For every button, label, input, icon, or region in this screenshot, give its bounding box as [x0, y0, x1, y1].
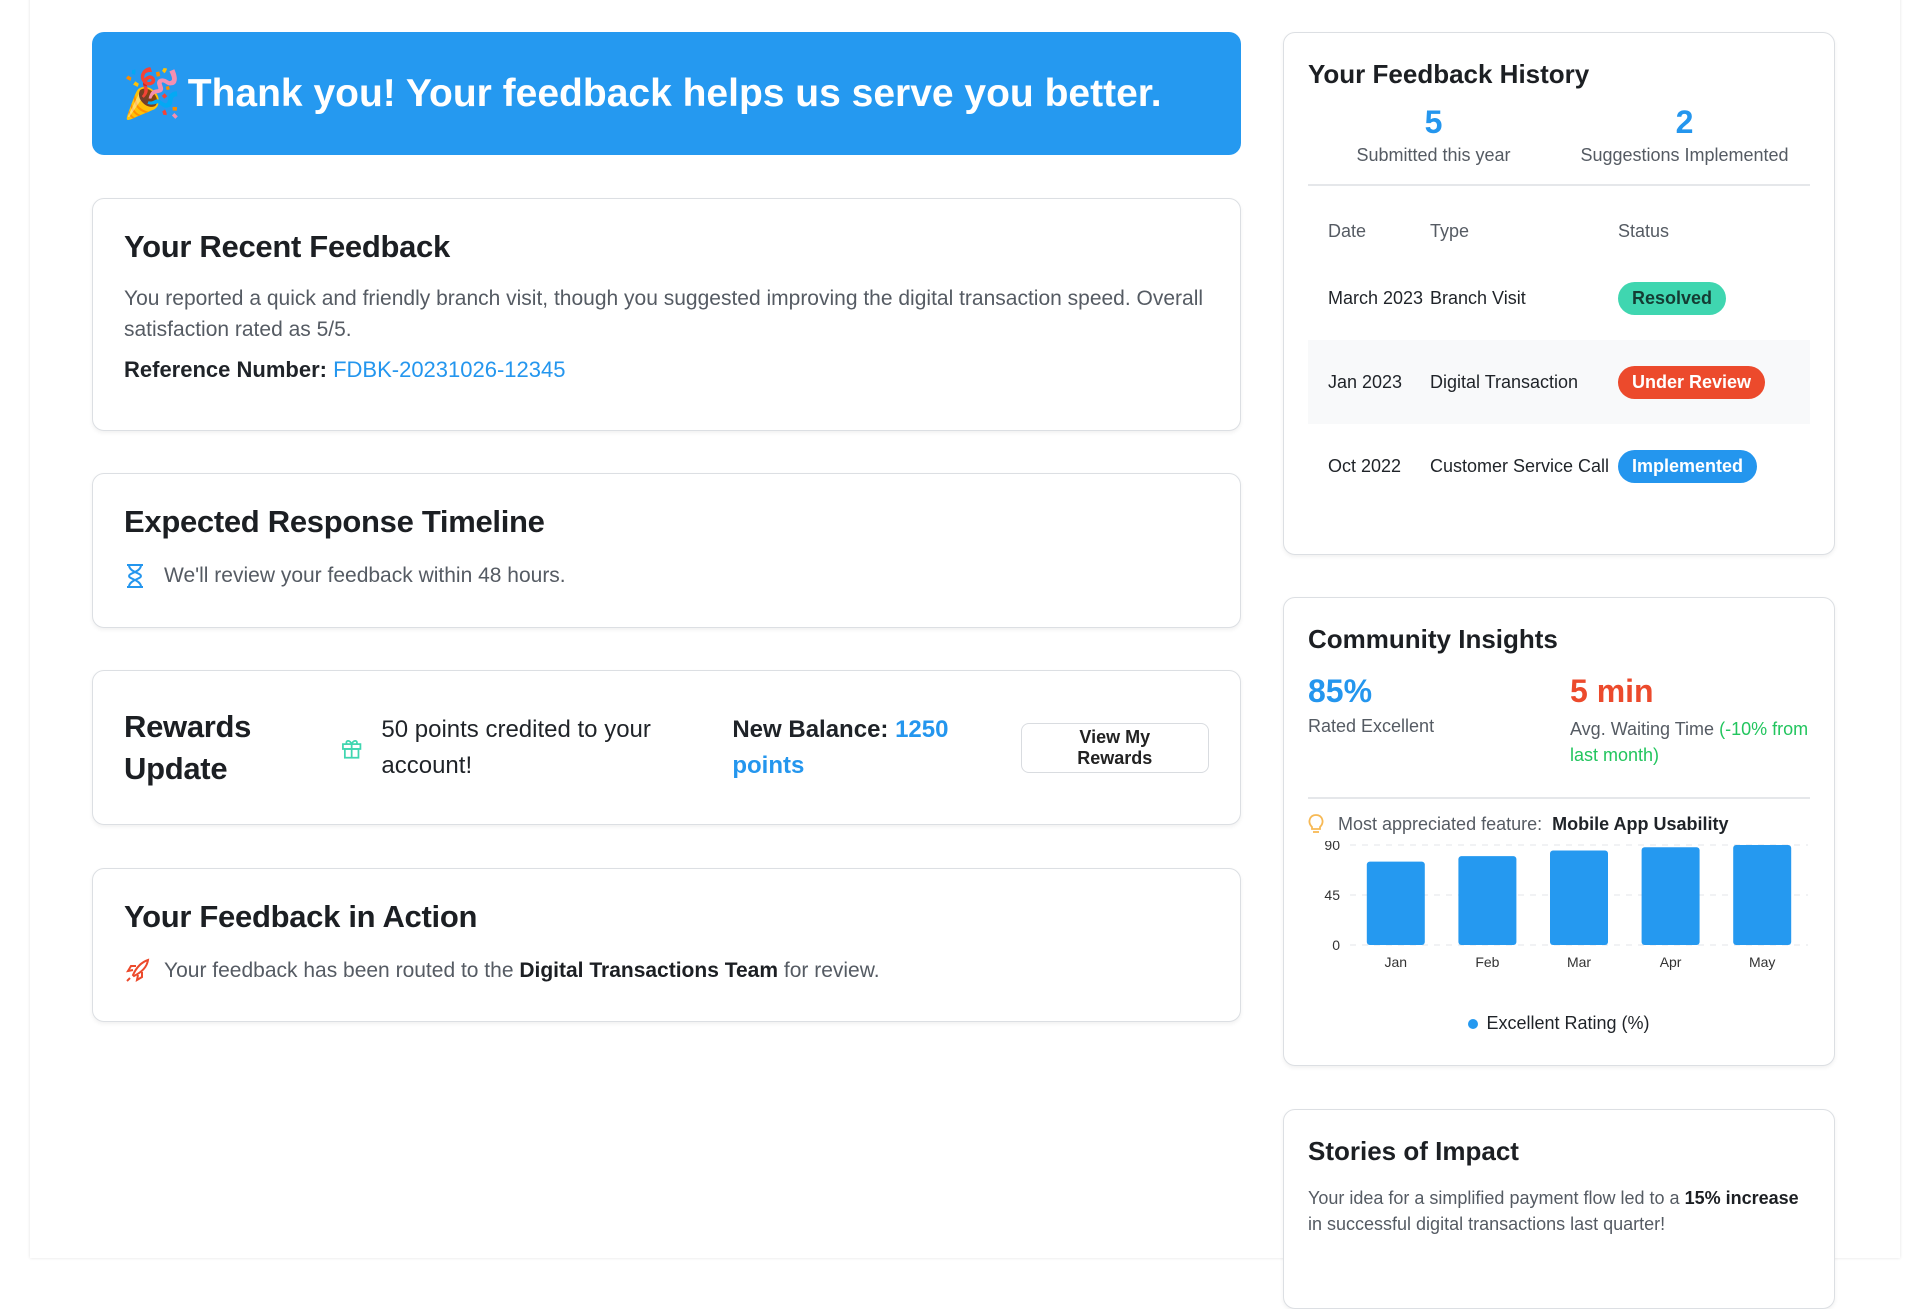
column-status: Status	[1618, 220, 1670, 241]
x-tick-label: May	[1749, 954, 1775, 970]
lightbulb-icon	[1308, 814, 1324, 833]
community-insights-card: Community Insights 85% Rated Excellent 5…	[1283, 597, 1835, 1066]
bar-jan	[1366, 861, 1425, 945]
x-tick-label: Apr	[1660, 954, 1682, 970]
y-tick-label: 90	[1324, 841, 1340, 853]
table-row: Jan 2023 Digital Transaction Under Revie…	[1308, 340, 1810, 424]
stat-waiting-time: 5 min Avg. Waiting Time (-10% from last …	[1570, 673, 1809, 765]
feature-value: Mobile App Usability	[1552, 813, 1729, 834]
team-name: Digital Transactions Team	[519, 959, 779, 982]
column-date: Date	[1328, 220, 1367, 241]
thank-you-banner: 🎉 Thank you! Your feedback helps us serv…	[92, 32, 1241, 155]
stat-rated-excellent: 85% Rated Excellent	[1308, 673, 1435, 736]
stat-submitted: 5 Submitted this year	[1356, 104, 1511, 165]
legend-label: Excellent Rating (%)	[1486, 1013, 1650, 1033]
status-badge: Resolved	[1618, 281, 1727, 315]
rocket-icon	[125, 958, 150, 982]
feedback-action-card: Your Feedback in Action Your feedback ha…	[92, 868, 1241, 1022]
status-badge: Implemented	[1618, 449, 1758, 483]
recent-feedback-card: Your Recent Feedback You reported a quic…	[92, 198, 1241, 431]
banner-text: Thank you! Your feedback helps us serve …	[187, 71, 1162, 115]
x-tick-label: Jan	[1385, 954, 1408, 970]
response-timeline-card: Expected Response Timeline We'll review …	[92, 473, 1241, 628]
recent-feedback-body: You reported a quick and friendly branch…	[124, 287, 1204, 341]
balance-label: New Balance:	[732, 715, 889, 743]
view-rewards-button[interactable]: View My Rewards	[1020, 722, 1209, 773]
reference-label: Reference Number:	[124, 357, 327, 382]
rewards-card: Rewards Update 50 points credited to you…	[92, 670, 1241, 825]
stories-title: Stories of Impact	[1308, 1136, 1519, 1166]
community-title: Community Insights	[1308, 624, 1558, 654]
story-text-post: in successful digital transactions last …	[1308, 1214, 1666, 1234]
column-type: Type	[1430, 220, 1470, 241]
recent-feedback-title: Your Recent Feedback	[124, 229, 450, 264]
table-row: Oct 2022 Customer Service Call Implement…	[1308, 424, 1810, 508]
table-row: March 2023 Branch Visit Resolved	[1308, 256, 1810, 340]
timeline-title: Expected Response Timeline	[124, 504, 545, 539]
bar-apr	[1641, 847, 1700, 945]
status-badge: Under Review	[1618, 365, 1766, 399]
feedback-history-card: Your Feedback History 5 Submitted this y…	[1283, 32, 1835, 555]
reference-number-link[interactable]: FDBK-20231026-12345	[333, 357, 566, 382]
history-table: Date Type Status March 2023 Branch Visit…	[1308, 206, 1810, 508]
legend-swatch	[1468, 1018, 1479, 1029]
y-tick-label: 45	[1324, 887, 1340, 903]
action-title: Your Feedback in Action	[124, 899, 478, 934]
hourglass-icon	[127, 563, 143, 588]
chart-legend: Excellent Rating (%)	[1308, 1013, 1810, 1034]
bar-feb	[1458, 856, 1517, 945]
gift-icon	[342, 739, 362, 759]
balance-value: 1250 points	[732, 715, 949, 779]
x-tick-label: Feb	[1475, 954, 1499, 970]
stat-implemented: 2 Suggestions Implemented	[1580, 104, 1789, 165]
bar-mar	[1550, 850, 1608, 945]
stories-card: Stories of Impact Your idea for a simpli…	[1283, 1109, 1835, 1309]
story-text-pre: Your idea for a simplified payment flow …	[1308, 1188, 1680, 1208]
action-text-post: for review.	[783, 959, 880, 982]
y-tick-label: 0	[1332, 937, 1340, 953]
excellent-rating-chart: 0 45 90 Jan Feb Mar Apr May	[1324, 841, 1808, 970]
points-credited-text: 50 points credited to your account!	[381, 715, 651, 779]
rewards-title: Rewards Update	[124, 708, 252, 786]
action-text-pre: Your feedback has been routed to the	[164, 959, 514, 982]
bar-may	[1733, 845, 1792, 945]
x-tick-label: Mar	[1567, 954, 1591, 970]
history-title: Your Feedback History	[1308, 59, 1590, 89]
timeline-text: We'll review your feedback within 48 hou…	[164, 564, 566, 587]
party-popper-icon: 🎉	[122, 68, 182, 121]
story-highlight: 15% increase	[1684, 1188, 1799, 1208]
feature-label: Most appreciated feature:	[1338, 813, 1543, 834]
